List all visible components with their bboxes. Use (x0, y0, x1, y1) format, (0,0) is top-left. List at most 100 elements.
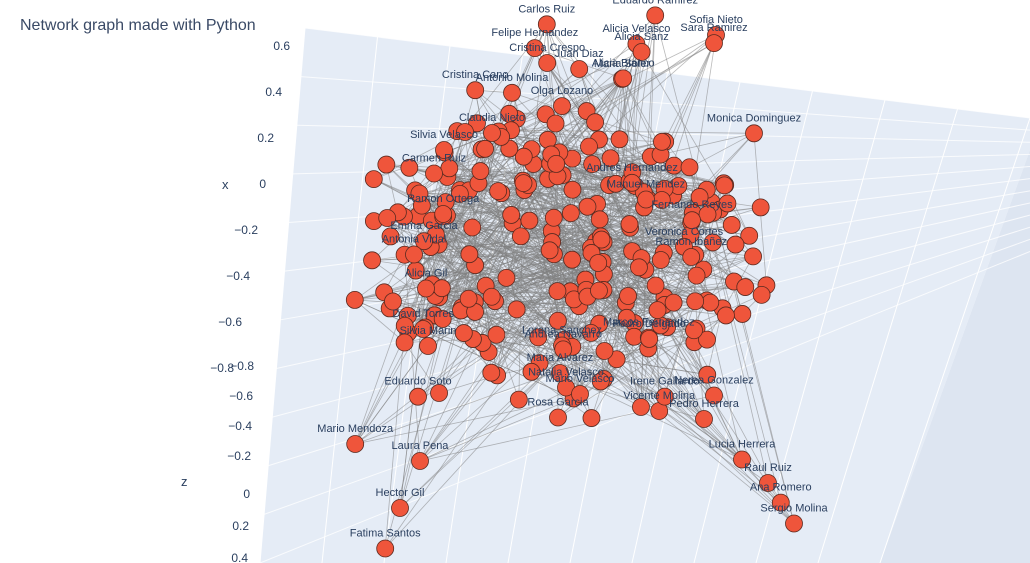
graph-node[interactable] (592, 230, 611, 249)
graph-node[interactable] (544, 208, 563, 227)
graph-node[interactable] (561, 204, 580, 223)
graph-node[interactable] (489, 182, 508, 201)
graph-node[interactable] (346, 435, 365, 453)
graph-node[interactable] (538, 130, 557, 149)
graph-node[interactable] (715, 176, 734, 195)
graph-node[interactable] (580, 137, 598, 156)
graph-node[interactable] (682, 248, 701, 266)
graph-node[interactable] (582, 409, 601, 427)
graph-node[interactable] (434, 205, 453, 223)
graph-node[interactable] (405, 245, 423, 264)
graph-node[interactable] (553, 97, 571, 115)
graph-node[interactable] (646, 6, 665, 25)
graph-node[interactable] (411, 452, 429, 470)
graph-node[interactable] (630, 258, 648, 277)
graph-node[interactable] (570, 60, 589, 78)
graph-node[interactable] (456, 123, 474, 141)
graph-node[interactable] (468, 114, 486, 133)
graph-node[interactable] (546, 114, 565, 133)
graph-node[interactable] (745, 124, 763, 143)
graph-node[interactable] (620, 215, 639, 233)
graph-node[interactable] (548, 311, 567, 330)
graph-node[interactable] (640, 329, 659, 348)
graph-node[interactable] (497, 268, 516, 287)
graph-node[interactable] (410, 184, 429, 203)
graph-node[interactable] (511, 227, 530, 246)
graph-node[interactable] (759, 474, 777, 492)
graph-node[interactable] (551, 364, 569, 382)
graph-node[interactable] (701, 293, 720, 312)
graph-node[interactable] (686, 292, 705, 311)
graph-node[interactable] (554, 340, 573, 359)
graph-node[interactable] (578, 197, 597, 216)
graph-node[interactable] (563, 250, 581, 269)
graph-node[interactable] (595, 342, 614, 360)
graph-node[interactable] (391, 499, 409, 517)
graph-node[interactable] (771, 493, 790, 512)
graph-node[interactable] (601, 149, 620, 168)
graph-node[interactable] (538, 54, 557, 72)
graph-node[interactable] (664, 293, 683, 312)
graph-node[interactable] (471, 162, 490, 180)
graph-node[interactable] (683, 211, 701, 230)
graph-node[interactable] (540, 241, 559, 260)
graph-node[interactable] (364, 170, 383, 188)
graph-node[interactable] (590, 210, 609, 229)
graph-node[interactable] (395, 333, 414, 352)
graph-node[interactable] (632, 43, 651, 61)
graph-node[interactable] (537, 15, 556, 34)
graph-node[interactable] (522, 362, 541, 381)
graph-node[interactable] (482, 363, 501, 382)
graph-node[interactable] (695, 410, 713, 428)
graph-node[interactable] (583, 155, 602, 174)
graph-node[interactable] (549, 408, 567, 427)
graph-node[interactable] (414, 320, 433, 338)
graph-node[interactable] (345, 291, 364, 309)
graph-node[interactable] (718, 194, 737, 213)
graph-node[interactable] (503, 83, 521, 102)
graph-node[interactable] (705, 34, 723, 52)
graph-node[interactable] (733, 450, 751, 469)
graph-node[interactable] (751, 198, 770, 217)
graph-node[interactable] (460, 245, 479, 264)
graph-node[interactable] (785, 514, 803, 533)
graph-node[interactable] (637, 190, 655, 209)
graph-node[interactable] (736, 278, 755, 296)
graph-node[interactable] (614, 69, 633, 88)
graph-node[interactable] (589, 254, 608, 272)
graph-node[interactable] (687, 266, 706, 285)
graph-node[interactable] (409, 387, 427, 406)
graph-node[interactable] (415, 232, 433, 251)
graph-node[interactable] (591, 372, 610, 391)
graph-node[interactable] (685, 321, 703, 340)
graph-node[interactable] (529, 328, 548, 347)
graph-node[interactable] (733, 305, 752, 323)
graph-node[interactable] (655, 387, 674, 406)
graph-node[interactable] (433, 310, 452, 328)
graph-node[interactable] (432, 279, 451, 298)
graph-node[interactable] (586, 113, 604, 132)
graph-node[interactable] (752, 285, 771, 304)
graph-node[interactable] (520, 211, 539, 230)
graph-node[interactable] (582, 323, 600, 342)
graph-node[interactable] (435, 141, 453, 159)
graph-node[interactable] (419, 337, 437, 355)
graph-node[interactable] (705, 386, 723, 405)
graph-node[interactable] (651, 251, 670, 269)
graph-node[interactable] (525, 39, 544, 57)
graph-node[interactable] (646, 276, 665, 295)
graph-node[interactable] (722, 216, 741, 234)
graph-node[interactable] (507, 300, 526, 319)
graph-node[interactable] (590, 281, 608, 300)
graph-node[interactable] (698, 205, 717, 224)
graph-node[interactable] (680, 158, 699, 177)
graph-node[interactable] (502, 206, 521, 224)
graph-node[interactable] (744, 247, 762, 266)
graph-node[interactable] (623, 173, 641, 192)
graph-node[interactable] (400, 158, 419, 177)
graph-node[interactable] (698, 365, 717, 384)
graph-node[interactable] (703, 233, 722, 252)
graph-node[interactable] (381, 227, 400, 246)
graph-node[interactable] (466, 81, 485, 100)
